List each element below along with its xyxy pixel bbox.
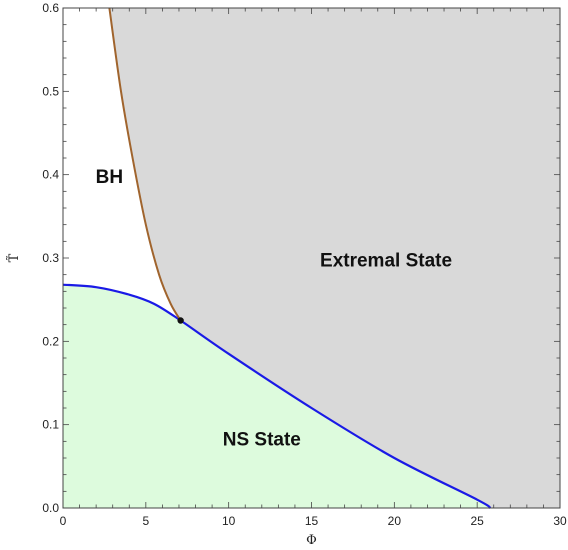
x-axis-label: Φ xyxy=(306,533,317,548)
extremal-state-region xyxy=(109,8,561,508)
x-tick-label: 0 xyxy=(60,514,67,528)
region-label: Extremal State xyxy=(320,250,452,271)
x-tick-label: 15 xyxy=(305,514,319,528)
region-label: NS State xyxy=(223,430,301,451)
y-tick-label: 0.0 xyxy=(42,501,59,515)
y-tick-label: 0.2 xyxy=(42,334,59,348)
x-tick-label: 5 xyxy=(142,514,149,528)
blue-boundary-curve xyxy=(62,283,492,509)
labels-layer: 0 5 10 15 20 25 30 0.0 0.1 0.2 0.3 0.4 0.5 0.6 Φ T̃ BH Ex… xyxy=(6,1,567,548)
regions-layer xyxy=(63,8,561,508)
curves-layer xyxy=(62,7,492,509)
y-axis-label: T̃ xyxy=(6,253,22,262)
x-tick-label: 30 xyxy=(553,514,567,528)
brown-boundary-curve xyxy=(108,7,182,322)
y-tick-label: 0.1 xyxy=(42,418,59,432)
triple-point-marker xyxy=(177,317,184,324)
region-label: BH xyxy=(96,167,123,188)
points-layer xyxy=(177,317,184,324)
y-tick-label: 0.5 xyxy=(42,84,59,98)
x-tick-label: 25 xyxy=(470,514,484,528)
y-tick-label: 0.4 xyxy=(42,168,59,182)
x-tick-label: 20 xyxy=(388,514,402,528)
y-tick-label: 0.3 xyxy=(42,251,59,265)
ticks-layer xyxy=(62,7,561,509)
y-tick-label: 0.6 xyxy=(42,1,59,15)
x-tick-label: 10 xyxy=(222,514,236,528)
